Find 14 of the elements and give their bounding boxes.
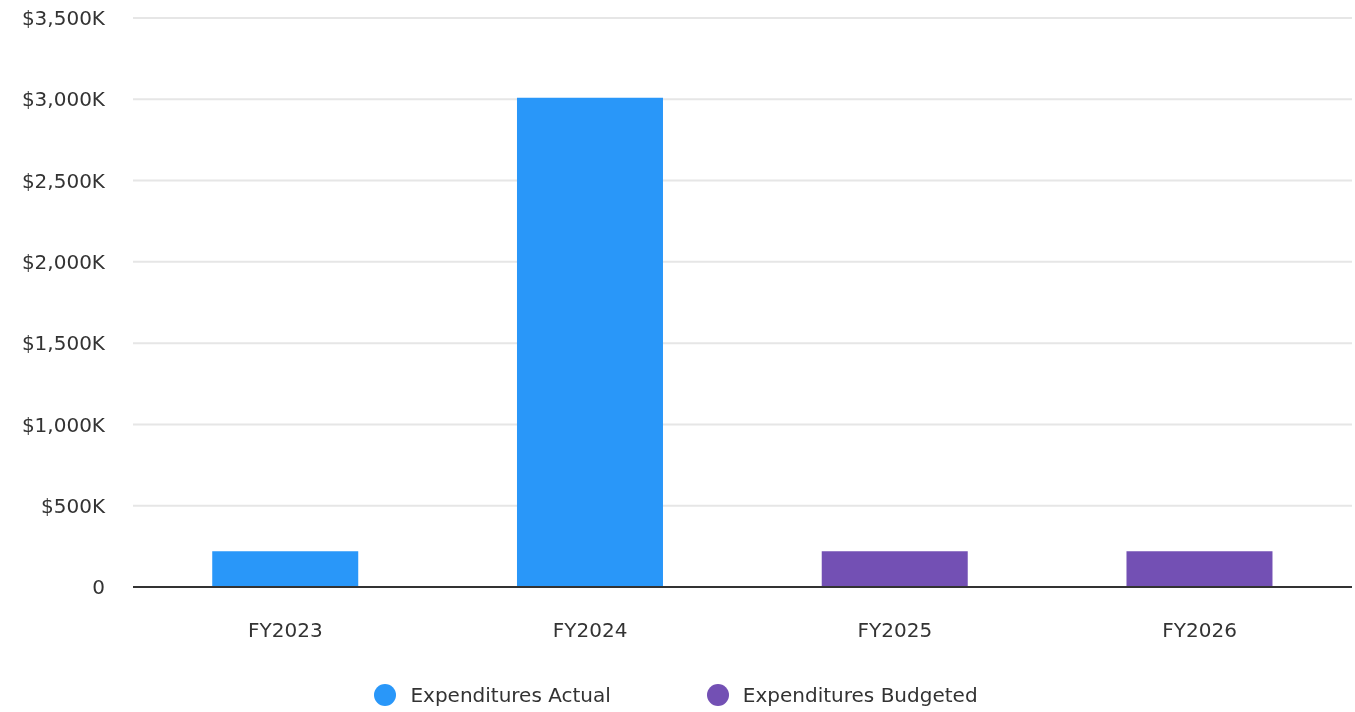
x-tick-label: FY2026 — [1162, 618, 1237, 643]
y-tick-label: $1,000K — [21, 412, 106, 437]
x-tick-label: FY2023 — [248, 618, 323, 643]
x-tick-label: FY2025 — [857, 618, 933, 643]
y-tick-label: $2,500K — [21, 168, 106, 193]
y-tick-label: $3,000K — [21, 87, 106, 112]
y-tick-label: $3,500K — [21, 6, 106, 31]
legend-label: Expenditures Budgeted — [742, 683, 978, 707]
y-tick-label: 0 — [92, 575, 105, 600]
y-tick-label: $500K — [40, 493, 106, 518]
x-tick-label: FY2024 — [552, 618, 628, 643]
legend-label: Expenditures Actual — [410, 683, 611, 707]
y-tick-label: $2,000K — [21, 249, 106, 274]
y-tick-label: $1,500K — [21, 331, 106, 356]
